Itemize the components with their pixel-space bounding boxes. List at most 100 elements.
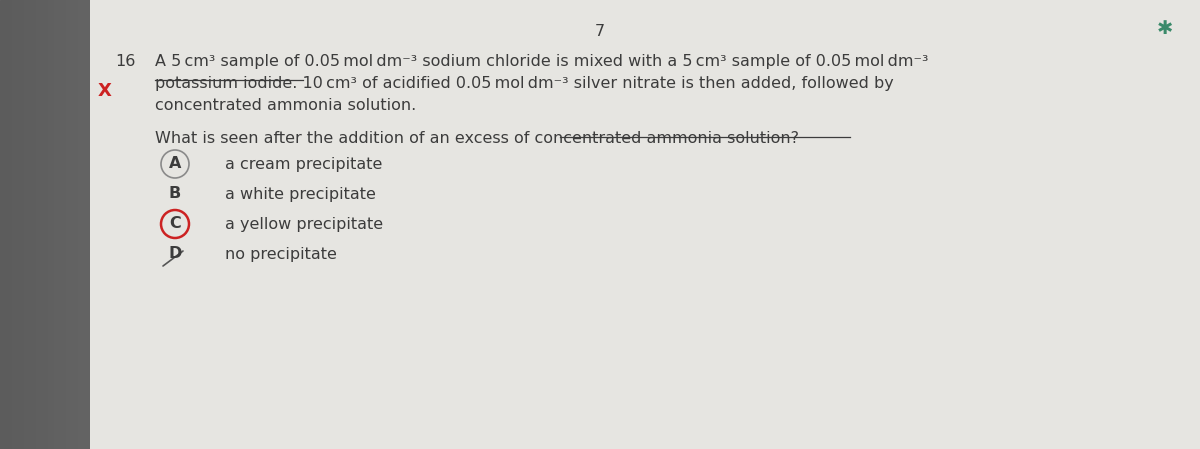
Bar [318,0,324,449]
Bar [144,0,150,449]
Bar [24,0,30,449]
Bar [918,0,924,449]
Bar [426,0,432,449]
Bar [366,0,372,449]
Bar [246,0,252,449]
Bar [240,0,246,449]
Text: A 5 cm³ sample of 0.05 mol dm⁻³ sodium chloride is mixed with a 5 cm³ sample of : A 5 cm³ sample of 0.05 mol dm⁻³ sodium c… [155,54,929,69]
Bar [474,0,480,449]
Bar [192,0,198,449]
Bar [294,0,300,449]
Bar [42,0,48,449]
Bar [396,0,402,449]
Bar [1032,0,1038,449]
Bar [48,0,54,449]
Bar [570,0,576,449]
Bar [162,0,168,449]
Bar [1002,0,1008,449]
Bar [996,0,1002,449]
Bar [1122,0,1128,449]
Bar [1092,0,1098,449]
Bar [204,0,210,449]
Bar [1140,0,1146,449]
Bar [342,0,348,449]
Bar [564,0,570,449]
Bar [288,0,294,449]
Bar [324,0,330,449]
Bar [486,0,492,449]
Bar [1098,0,1104,449]
Bar [360,0,366,449]
Bar [420,0,426,449]
Bar [30,0,36,449]
Bar [504,0,510,449]
Bar [978,0,984,449]
Bar [198,0,204,449]
Bar [816,0,822,449]
Bar [1014,0,1020,449]
Bar [738,0,744,449]
Bar [498,0,504,449]
Bar [888,0,894,449]
Bar [720,0,726,449]
Bar [1104,0,1110,449]
Text: C: C [169,216,181,232]
Text: a cream precipitate: a cream precipitate [226,157,383,172]
Bar [12,0,18,449]
Text: potassium iodide. 10 cm³ of acidified 0.05 mol dm⁻³ silver nitrate is then added: potassium iodide. 10 cm³ of acidified 0.… [155,76,894,91]
Bar [450,0,456,449]
Bar [6,0,12,449]
Bar [636,0,642,449]
Bar [270,0,276,449]
Bar [372,0,378,449]
Bar [1170,0,1176,449]
Bar [408,0,414,449]
Bar [828,0,834,449]
Bar [72,0,78,449]
Bar [750,0,756,449]
Bar [906,0,912,449]
Bar [330,0,336,449]
Bar [822,0,828,449]
Bar [402,0,408,449]
Bar [768,0,774,449]
Bar [924,0,930,449]
Bar [1128,0,1134,449]
Bar [876,0,882,449]
Bar [96,0,102,449]
Bar [642,0,648,449]
Bar [150,0,156,449]
Bar [948,0,954,449]
Bar [1044,0,1050,449]
Text: B: B [169,186,181,202]
Bar [882,0,888,449]
Bar [216,0,222,449]
Bar [1062,0,1068,449]
Bar [1020,0,1026,449]
Bar [492,0,498,449]
Bar [732,0,738,449]
Bar [990,0,996,449]
Bar [60,0,66,449]
Bar [306,0,312,449]
Bar [612,0,618,449]
Text: D: D [168,247,181,261]
Text: no precipitate: no precipitate [226,247,337,261]
Bar [312,0,318,449]
Bar [864,0,870,449]
Bar [600,0,606,449]
Bar [138,0,144,449]
Bar [936,0,942,449]
Bar [540,0,546,449]
Text: ✱: ✱ [1157,19,1174,38]
Bar [1188,0,1194,449]
Bar [18,0,24,449]
Bar [804,0,810,449]
Bar [1056,0,1062,449]
Bar [870,0,876,449]
Bar [576,0,582,449]
Bar [534,0,540,449]
Text: concentrated ammonia solution.: concentrated ammonia solution. [155,98,416,113]
Bar [930,0,936,449]
Bar [1116,0,1122,449]
